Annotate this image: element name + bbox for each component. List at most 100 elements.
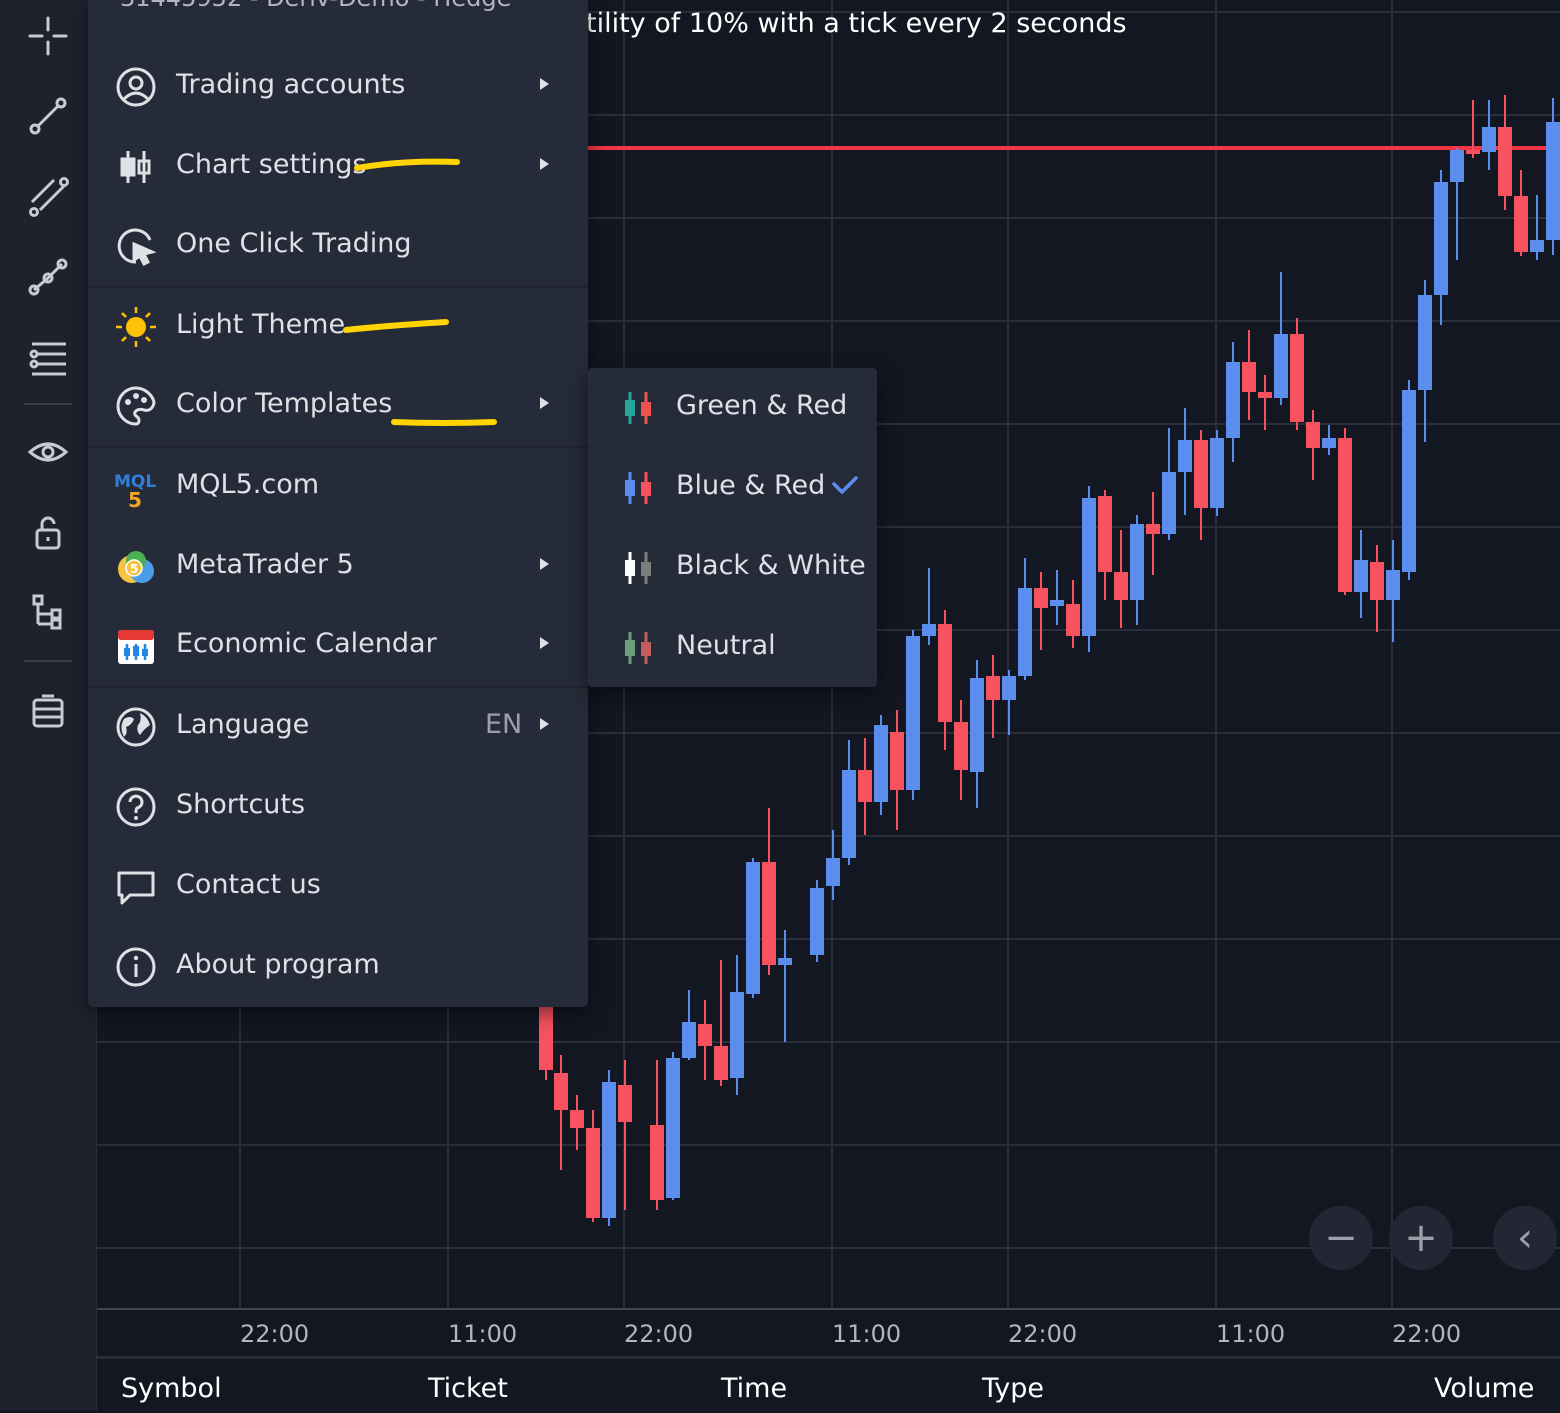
menu-item-contact-us[interactable]: Contact us xyxy=(88,847,588,927)
info-icon xyxy=(116,947,156,987)
candle-body xyxy=(1530,240,1544,252)
candle-body xyxy=(1402,390,1416,572)
menu-item-one-click-trading[interactable]: One Click Trading xyxy=(88,206,588,286)
svg-text:5: 5 xyxy=(128,488,142,509)
template-label: Neutral xyxy=(676,630,776,661)
submenu-arrow-icon xyxy=(540,718,549,730)
chart-title: tility of 10% with a tick every 2 second… xyxy=(586,8,1127,39)
menu-item-label: Light Theme xyxy=(176,309,346,340)
candle-body xyxy=(570,1110,584,1128)
submenu-arrow-icon xyxy=(540,558,549,570)
column-header-time[interactable]: Time xyxy=(721,1373,788,1404)
menu-item-light-theme[interactable]: Light Theme xyxy=(88,287,588,367)
menu-item-shortcuts[interactable]: Shortcuts xyxy=(88,767,588,847)
candle-body xyxy=(842,770,856,858)
candle-body xyxy=(1514,196,1528,252)
submenu-arrow-icon xyxy=(540,397,549,409)
candle-body xyxy=(762,862,776,965)
column-header-ticket[interactable]: Ticket xyxy=(428,1373,508,1404)
time-label: 11:00 xyxy=(1216,1320,1286,1348)
menu-item-economic-calendar[interactable]: Economic Calendar xyxy=(88,606,588,686)
calendar-icon xyxy=(118,630,154,664)
candle-body xyxy=(682,1022,696,1058)
svg-text:MQL: MQL xyxy=(114,472,156,492)
fibonacci-icon[interactable] xyxy=(20,328,76,384)
template-label: Green & Red xyxy=(676,390,848,421)
menu-item-label: MQL5.com xyxy=(176,469,320,500)
drawing-toolbar xyxy=(0,0,97,1410)
candle-body xyxy=(650,1125,664,1200)
candle-body xyxy=(1066,604,1080,636)
user-circle-icon xyxy=(116,67,156,107)
menu-item-label: About program xyxy=(176,949,380,980)
menu-item-chart-settings[interactable]: Chart settings xyxy=(88,127,588,207)
menu-item-label: Color Templates xyxy=(176,388,393,419)
candle-body xyxy=(1130,524,1144,600)
template-neutral[interactable]: Neutral xyxy=(588,608,877,688)
lock-icon[interactable] xyxy=(20,504,76,560)
trend-line-icon[interactable] xyxy=(20,88,76,144)
time-axis: 22:00 11:00 22:00 11:00 22:00 11:00 22:0… xyxy=(97,1308,1560,1358)
menu-item-mql5[interactable]: MQL 5 MQL5.com xyxy=(88,447,588,527)
column-header-symbol[interactable]: Symbol xyxy=(121,1373,222,1404)
candle-body xyxy=(1290,334,1304,422)
candle-body xyxy=(1146,524,1160,534)
candle-body xyxy=(906,636,920,790)
menu-item-label: Contact us xyxy=(176,869,321,900)
menu-item-about-program[interactable]: About program xyxy=(88,927,588,1007)
template-blue-red[interactable]: Blue & Red xyxy=(588,448,877,528)
mql5-logo-icon: MQL5 xyxy=(114,472,156,509)
time-label: 11:00 xyxy=(448,1320,518,1348)
candle-body xyxy=(1274,334,1288,398)
candle-body xyxy=(1002,676,1016,700)
menu-item-color-templates[interactable]: Color Templates xyxy=(88,366,588,446)
submenu-arrow-icon xyxy=(540,78,549,90)
eye-icon[interactable] xyxy=(20,424,76,480)
candle-body xyxy=(618,1085,632,1122)
candle-body xyxy=(1194,440,1208,508)
candle-body xyxy=(666,1058,680,1198)
collapse-panel-button[interactable]: ‹ xyxy=(1493,1206,1557,1270)
menu-item-label: Chart settings xyxy=(176,149,367,180)
menu-item-label: Shortcuts xyxy=(176,789,306,820)
candle-body xyxy=(1034,588,1048,608)
object-tree-icon[interactable] xyxy=(20,584,76,640)
highlight-stroke xyxy=(343,319,449,333)
column-header-volume[interactable]: Volume xyxy=(1434,1373,1535,1404)
chat-icon xyxy=(117,871,155,905)
menu-item-trading-accounts[interactable]: Trading accounts xyxy=(88,47,588,127)
color-templates-submenu: Green & Red Blue & Red Black & White Neu… xyxy=(588,368,877,687)
polyline-icon[interactable] xyxy=(20,248,76,304)
candle-body xyxy=(1210,438,1224,508)
crosshair-icon[interactable] xyxy=(20,8,76,64)
candle-body xyxy=(1098,496,1112,572)
time-label: 11:00 xyxy=(832,1320,902,1348)
submenu-arrow-icon xyxy=(540,158,549,170)
candle-body xyxy=(1418,295,1432,390)
highlight-stroke xyxy=(354,158,460,171)
layers-icon[interactable] xyxy=(20,684,76,740)
template-green-red[interactable]: Green & Red xyxy=(588,368,877,448)
menu-item-metatrader5[interactable]: 5 MetaTrader 5 xyxy=(88,527,588,607)
candle-body xyxy=(1338,438,1352,592)
candle-body xyxy=(730,992,744,1078)
menu-item-language[interactable]: Language EN xyxy=(88,687,588,767)
zoom-in-button[interactable]: + xyxy=(1389,1206,1453,1270)
template-label: Blue & Red xyxy=(676,470,826,501)
candle-body xyxy=(1258,392,1272,398)
zoom-out-button[interactable]: − xyxy=(1309,1206,1373,1270)
candle-body xyxy=(698,1024,712,1046)
palette-icon xyxy=(116,386,156,426)
column-header-type[interactable]: Type xyxy=(982,1373,1045,1404)
candle-body xyxy=(970,678,984,772)
candle-body xyxy=(1178,440,1192,472)
svg-text:5: 5 xyxy=(130,562,138,576)
main-menu: 31445952 - Deriv-Demo - Hedge Trading ac… xyxy=(88,0,588,1007)
template-black-white[interactable]: Black & White xyxy=(588,528,877,608)
parallel-channel-icon[interactable] xyxy=(20,168,76,224)
menu-item-label: One Click Trading xyxy=(176,228,412,259)
candles-black-white-icon xyxy=(625,552,651,584)
candle-body xyxy=(1450,150,1464,182)
candle-body xyxy=(746,862,760,994)
candle-body xyxy=(1306,422,1320,448)
